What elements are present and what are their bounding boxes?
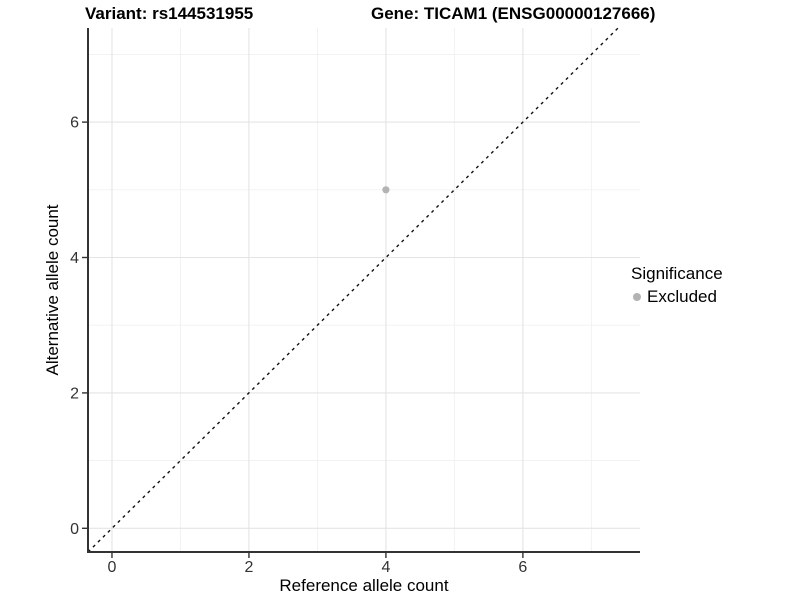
y-axis-title: Alternative allele count xyxy=(43,204,62,375)
y-tick-label: 6 xyxy=(70,115,79,132)
legend-point-icon xyxy=(631,291,643,303)
x-axis-title: Reference allele count xyxy=(279,576,448,595)
x-tick-label: 4 xyxy=(381,559,390,576)
x-tick-label: 0 xyxy=(108,559,117,576)
legend-title: Significance xyxy=(631,264,723,283)
data-point xyxy=(382,186,390,194)
identity-line xyxy=(87,27,619,553)
legend: Significance Excluded xyxy=(631,264,723,307)
variant-title: Variant: rs144531955 xyxy=(85,4,254,23)
y-tick-label: 2 xyxy=(70,385,79,402)
x-tick-label: 2 xyxy=(244,559,253,576)
y-tick-label: 4 xyxy=(70,250,79,267)
y-tick-label: 0 xyxy=(70,521,79,538)
legend-entry-label: Excluded xyxy=(647,287,717,306)
gene-title: Gene: TICAM1 (ENSG00000127666) xyxy=(371,4,656,23)
legend-entry-excluded: Excluded xyxy=(631,287,723,307)
x-tick-label: 6 xyxy=(518,559,527,576)
